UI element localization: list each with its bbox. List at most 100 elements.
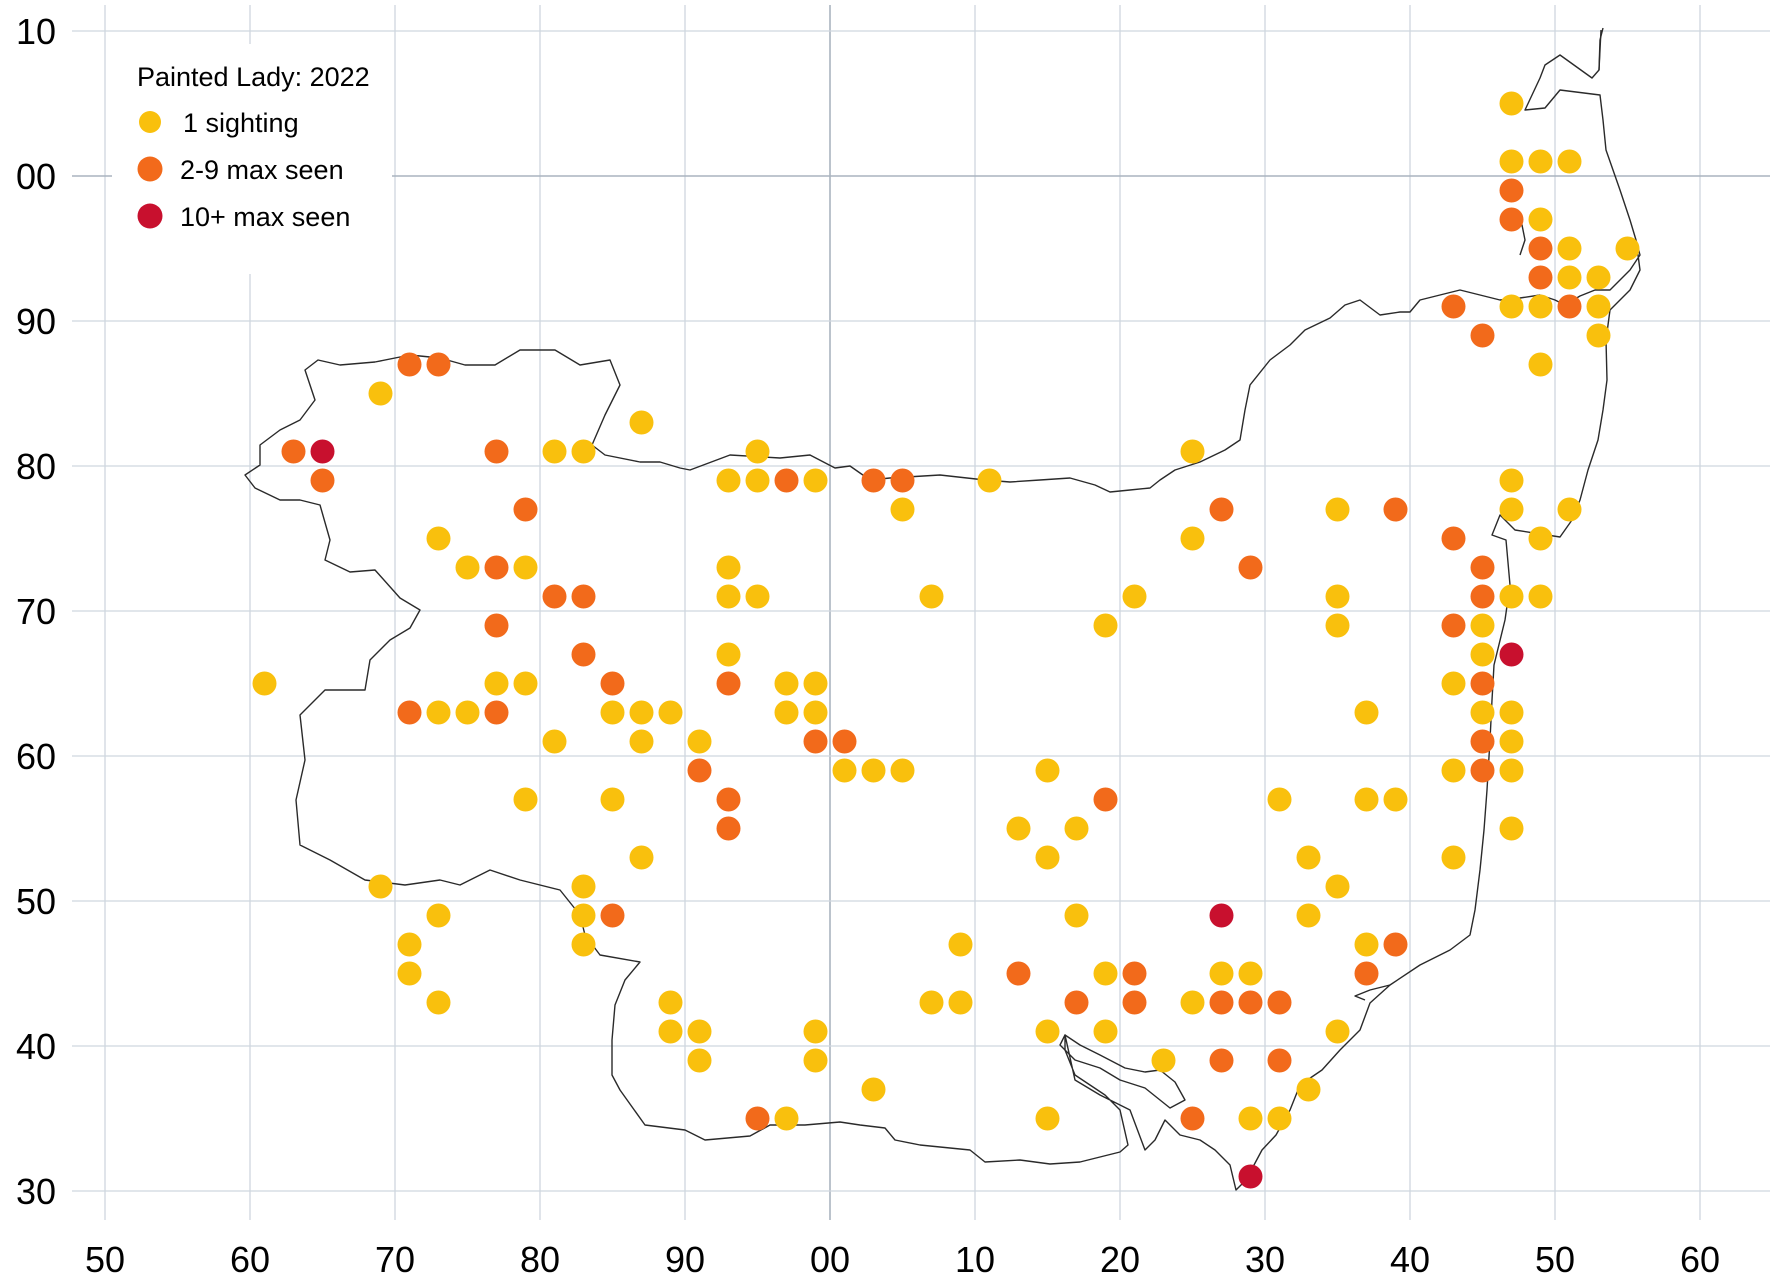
sighting-dot-c1 — [542, 729, 567, 754]
sighting-dot-c2 — [1238, 990, 1263, 1015]
sighting-dot-c1 — [774, 671, 799, 696]
y-tick-label: 80 — [16, 446, 56, 487]
sighting-dot-c3 — [310, 439, 335, 464]
sighting-dot-c1 — [687, 729, 712, 754]
sighting-dot-c1 — [1325, 1019, 1350, 1044]
sighting-dot-c2 — [832, 729, 857, 754]
sighting-dot-c2 — [484, 555, 509, 580]
sighting-dot-c1 — [1557, 149, 1582, 174]
sighting-dot-c1 — [426, 903, 451, 928]
sighting-dot-c2 — [687, 758, 712, 783]
x-tick-label: 10 — [955, 1239, 995, 1278]
legend: Painted Lady: 2022 1 sighting 2-9 max see… — [112, 44, 392, 274]
sighting-dot-c2 — [716, 816, 741, 841]
sighting-dot-c1 — [1093, 961, 1118, 986]
x-tick-label: 90 — [665, 1239, 705, 1278]
sighting-dot-c1 — [774, 700, 799, 725]
sighting-dot-c2 — [571, 642, 596, 667]
sighting-dot-c2 — [716, 671, 741, 696]
y-tick-label: 50 — [16, 881, 56, 922]
sighting-dot-c1 — [426, 990, 451, 1015]
sighting-dot-c2 — [1383, 497, 1408, 522]
legend-background — [112, 44, 392, 274]
legend-marker-c2 — [137, 156, 163, 182]
sighting-dot-c2 — [890, 468, 915, 493]
sighting-dot-c2 — [1006, 961, 1031, 986]
x-tick-label: 60 — [1680, 1239, 1720, 1278]
sighting-dot-c2 — [1441, 294, 1466, 319]
sighting-dot-c1 — [1499, 758, 1524, 783]
sighting-dot-c1 — [1586, 294, 1611, 319]
sighting-dot-c1 — [426, 700, 451, 725]
sighting-dot-c2 — [1528, 265, 1553, 290]
x-tick-label: 80 — [520, 1239, 560, 1278]
sighting-dot-c1 — [803, 1048, 828, 1073]
sighting-dot-c1 — [1441, 845, 1466, 870]
sighting-dot-c1 — [571, 874, 596, 899]
y-tick-label: 40 — [16, 1026, 56, 1067]
sighting-dot-c1 — [1470, 642, 1495, 667]
sighting-dot-c1 — [1499, 584, 1524, 609]
sighting-dot-c1 — [1035, 1106, 1060, 1131]
sighting-dot-c1 — [1122, 584, 1147, 609]
sighting-dot-c1 — [1499, 91, 1524, 116]
x-tick-label: 50 — [85, 1239, 125, 1278]
sighting-dot-c1 — [1499, 149, 1524, 174]
sighting-dot-c2 — [484, 700, 509, 725]
sighting-dot-c1 — [1528, 149, 1553, 174]
sighting-dot-c1 — [1151, 1048, 1176, 1073]
sighting-dot-c1 — [1528, 294, 1553, 319]
sighting-dot-c1 — [948, 932, 973, 957]
sighting-dot-c1 — [455, 555, 480, 580]
sighting-dot-c1 — [513, 671, 538, 696]
x-tick-label: 70 — [375, 1239, 415, 1278]
sighting-dot-c1 — [368, 381, 393, 406]
sighting-dot-c1 — [397, 932, 422, 957]
sighting-dot-c1 — [455, 700, 480, 725]
sighting-dot-c1 — [1035, 845, 1060, 870]
sighting-dot-c1 — [1325, 584, 1350, 609]
sighting-dot-c2 — [1267, 1048, 1292, 1073]
grid-lines — [72, 5, 1770, 1220]
y-tick-label: 10 — [16, 11, 56, 52]
sighting-dot-c1 — [745, 584, 770, 609]
sighting-dot-c1 — [629, 729, 654, 754]
sighting-dot-c2 — [716, 787, 741, 812]
sighting-dot-c1 — [513, 555, 538, 580]
sighting-dot-c1 — [1064, 903, 1089, 928]
sighting-dot-c2 — [1557, 294, 1582, 319]
sighting-dot-c2 — [426, 352, 451, 377]
sighting-dot-c1 — [571, 932, 596, 957]
axis-tick-labels: 50 60 70 80 90 00 10 20 30 40 50 60 10 00 90 80 70 60 50 40… — [16, 11, 1720, 1278]
legend-marker-c3 — [137, 203, 163, 229]
sighting-dot-c1 — [1296, 1077, 1321, 1102]
x-tick-label: 00 — [810, 1239, 850, 1278]
sighting-dot-c2 — [803, 729, 828, 754]
sighting-dot-c1 — [716, 468, 741, 493]
sighting-dot-c1 — [803, 468, 828, 493]
sighting-dot-c2 — [484, 439, 509, 464]
sighting-dot-c1 — [687, 1048, 712, 1073]
sighting-dot-c2 — [1209, 497, 1234, 522]
sighting-dot-c1 — [600, 787, 625, 812]
legend-label-c1: 1 sighting — [183, 108, 299, 138]
sighting-dot-c1 — [1354, 787, 1379, 812]
sighting-dot-c2 — [1354, 961, 1379, 986]
sighting-dot-c2 — [1122, 961, 1147, 986]
sighting-dot-c2 — [542, 584, 567, 609]
sighting-dot-c1 — [716, 555, 741, 580]
sighting-dot-c2 — [397, 700, 422, 725]
sighting-dot-c1 — [1528, 352, 1553, 377]
sighting-dot-c2 — [1441, 613, 1466, 638]
sighting-dot-c1 — [1557, 265, 1582, 290]
sighting-dot-c1 — [658, 700, 683, 725]
sighting-dot-c2 — [1209, 1048, 1234, 1073]
sighting-dot-c1 — [861, 758, 886, 783]
sighting-dot-c2 — [1093, 787, 1118, 812]
sighting-dot-c1 — [832, 758, 857, 783]
sighting-dot-c1 — [629, 845, 654, 870]
sighting-dot-c1 — [803, 1019, 828, 1044]
sighting-dot-c1 — [658, 1019, 683, 1044]
sighting-dot-c1 — [629, 700, 654, 725]
sighting-dot-c1 — [397, 961, 422, 986]
